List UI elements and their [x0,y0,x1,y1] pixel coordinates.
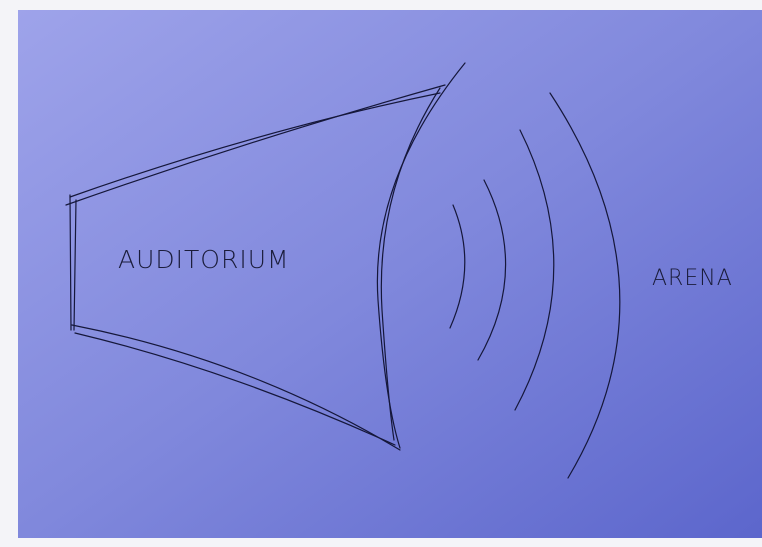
auditorium-label: AUDITORIUM [118,245,290,274]
photo: AUDITORIUM ARENA [0,0,762,547]
paper [18,10,762,538]
arena-label: ARENA [652,266,733,291]
